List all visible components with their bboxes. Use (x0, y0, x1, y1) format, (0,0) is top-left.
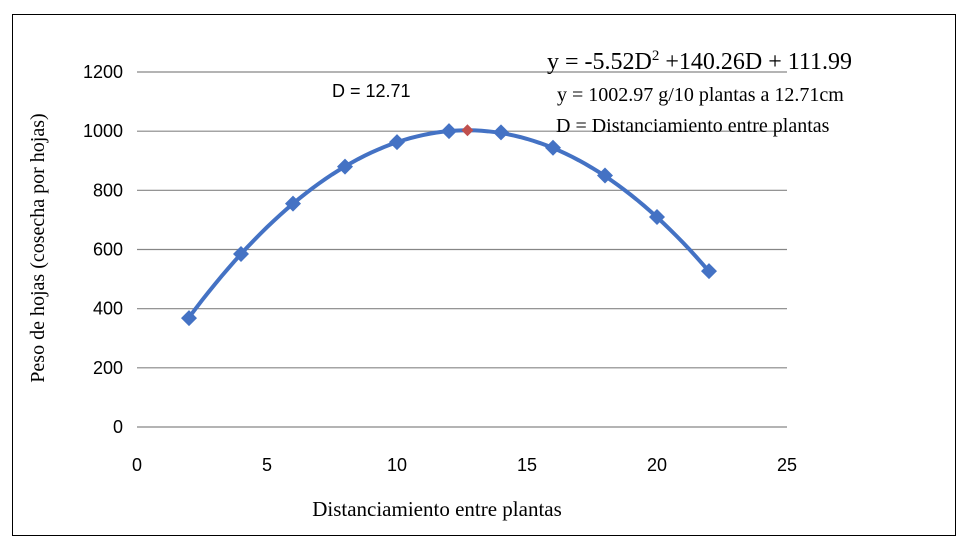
yield-line: y = 1002.97 g/10 plantas a 12.71cm (557, 84, 844, 106)
y-tick-label-0: 0 (113, 417, 123, 437)
data-point-3 (337, 158, 353, 175)
y-axis-label: Peso de hojas (cosecha por hojas) (27, 113, 49, 382)
x-tick-labels: 0 5 10 15 20 25 (132, 455, 797, 475)
equation-text: y = -5.52D2 +140.26D + 111.99 (547, 48, 852, 75)
x-tick-label-3: 15 (517, 455, 537, 475)
data-point-10 (701, 263, 717, 280)
data-point-8 (597, 167, 613, 184)
y-tick-label-2: 400 (93, 299, 123, 319)
definition-line: D = Distanciamiento entre plantas (556, 115, 830, 137)
data-point-4 (389, 134, 405, 151)
optimum-marker-group (461, 124, 474, 137)
optimum-point (461, 124, 474, 137)
x-tick-label-1: 5 (262, 455, 272, 475)
chart-frame (12, 14, 956, 536)
x-tick-label-4: 20 (647, 455, 667, 475)
y-tick-label-5: 1000 (83, 121, 123, 141)
equation-suffix: +140.26D + 111.99 (659, 49, 852, 75)
y-tick-label-3: 600 (93, 240, 123, 260)
data-point-2 (285, 195, 301, 212)
x-tick-label-0: 0 (132, 455, 142, 475)
data-point-1 (233, 245, 249, 262)
optimum-label: D = 12.71 (332, 81, 411, 101)
trendline (187, 128, 711, 320)
data-markers (181, 123, 717, 327)
x-tick-label-5: 25 (777, 455, 797, 475)
x-tick-label-2: 10 (387, 455, 407, 475)
data-point-0 (181, 310, 197, 327)
data-point-6 (493, 124, 509, 141)
equation-exponent: 2 (652, 48, 660, 64)
data-point-7 (545, 139, 561, 156)
data-point-9 (649, 208, 665, 225)
y-tick-label-6: 1200 (83, 62, 123, 82)
x-axis-label: Distanciamiento entre plantas (312, 497, 562, 521)
equation-prefix: y = -5.52D (547, 49, 652, 75)
y-tick-label-1: 200 (93, 358, 123, 378)
y-tick-labels: 0 200 400 600 800 1000 1200 (83, 62, 123, 437)
data-point-5 (441, 123, 457, 140)
y-tick-label-4: 800 (93, 180, 123, 200)
